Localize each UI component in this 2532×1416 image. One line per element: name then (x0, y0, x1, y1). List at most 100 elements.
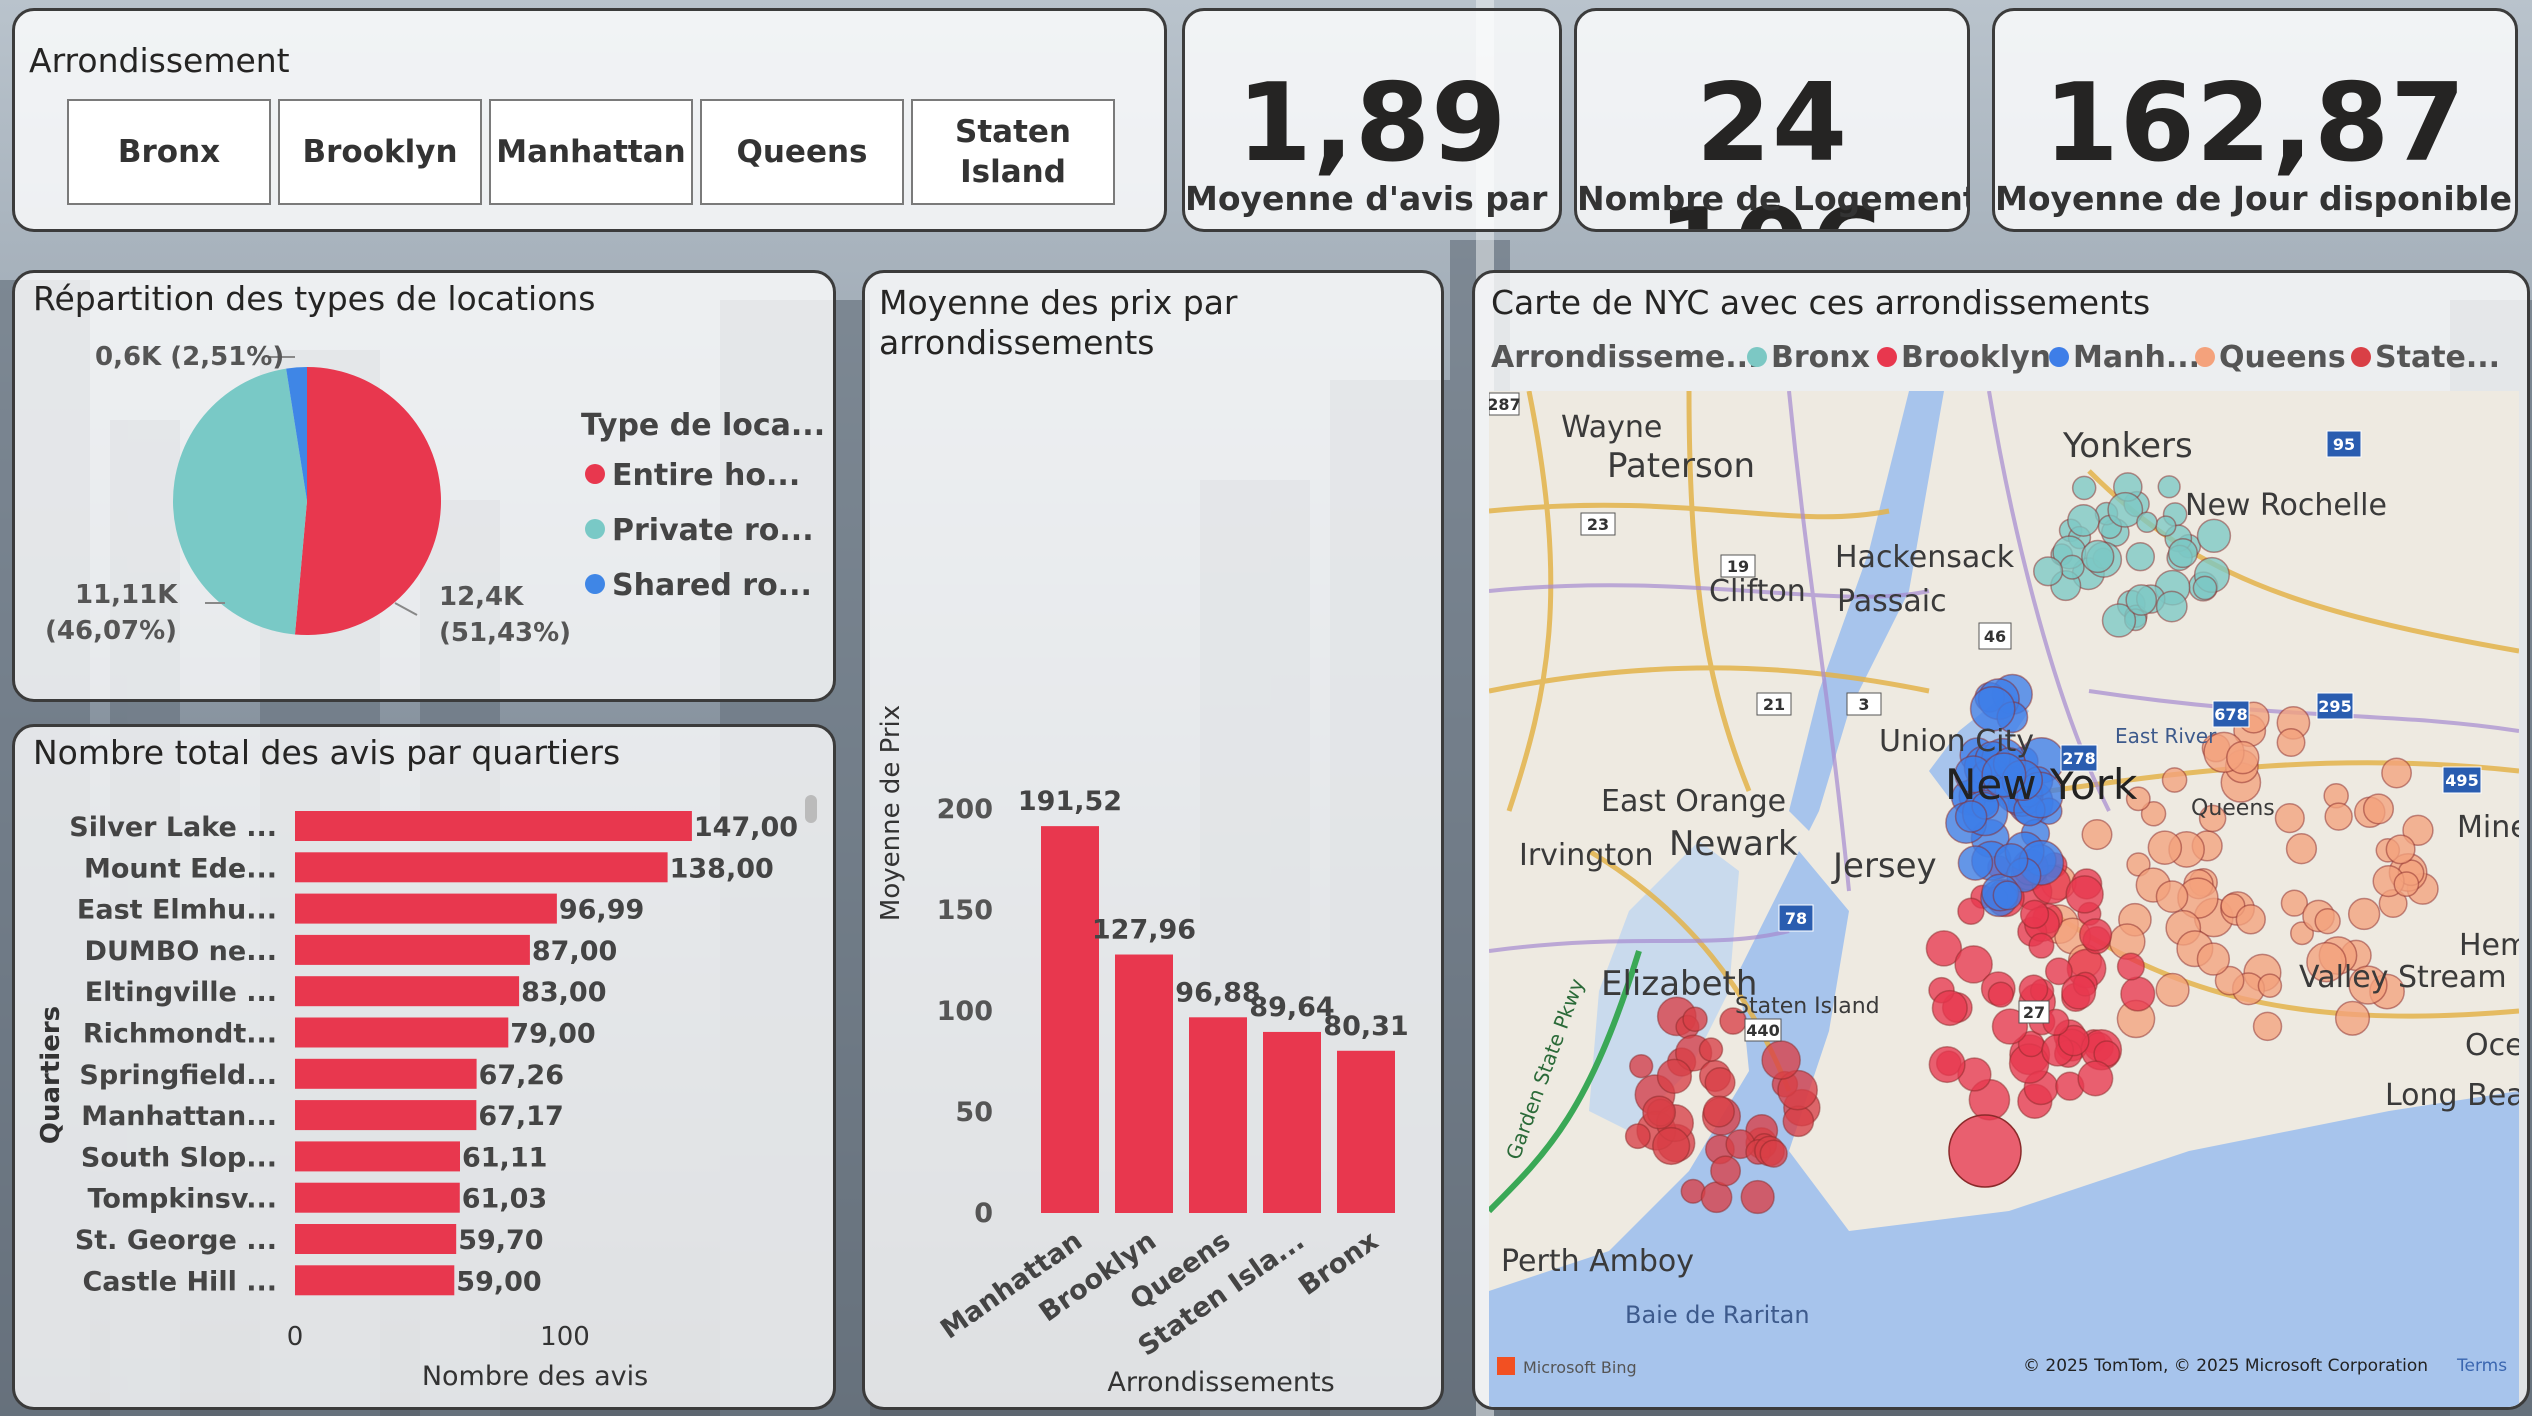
vbar-bar[interactable] (1115, 954, 1173, 1213)
map-point-queens[interactable] (2306, 941, 2347, 983)
map-point-manhattan[interactable] (1992, 880, 2023, 911)
map-point-bronx[interactable] (2136, 511, 2158, 534)
map-point-queens[interactable] (2385, 834, 2416, 865)
nyc-map[interactable]: Wayne Paterson Yonkers New Rochelle Hack… (1489, 391, 2519, 1407)
map-point-staten[interactable] (1759, 1139, 1788, 1168)
slicer-button-staten-island[interactable]: Staten Island (911, 99, 1115, 205)
map-point-brooklyn[interactable] (1954, 945, 1993, 984)
map-point-staten[interactable] (1624, 1123, 1651, 1150)
pie-legend-shared[interactable]: Shared ro... (612, 568, 812, 603)
map-point-staten[interactable] (1782, 1105, 1815, 1138)
vbar-bar[interactable] (1337, 1050, 1395, 1213)
map-point-queens[interactable] (2324, 802, 2353, 831)
map-legend-queens[interactable]: Queens (2219, 340, 2346, 375)
hbar-bar[interactable] (295, 893, 557, 924)
map-point-queens[interactable] (2125, 786, 2151, 812)
map-point-queens[interactable] (2274, 803, 2305, 834)
map-point-bronx[interactable] (2033, 556, 2064, 587)
slicer-button-queens[interactable]: Queens (700, 99, 904, 205)
map-point-bronx[interactable] (2155, 515, 2177, 537)
map-legend-manhattan[interactable]: Manh... (2073, 340, 2200, 375)
map-legend-bronx[interactable]: Bronx (1771, 340, 1870, 375)
map-point-manhattan[interactable] (1969, 685, 2016, 732)
hbar-bar[interactable] (295, 811, 692, 841)
hbar-bar[interactable] (295, 976, 520, 1007)
map-point-queens[interactable] (2198, 804, 2227, 833)
vbar-bar[interactable] (1263, 1031, 1321, 1213)
map-point-bronx[interactable] (2157, 475, 2181, 499)
hbar-bar[interactable] (295, 1100, 477, 1131)
pie-slice-entire[interactable] (294, 367, 441, 635)
map-point-bronx[interactable] (2081, 539, 2115, 574)
map-point-queens[interactable] (2334, 1000, 2371, 1036)
map-point-brooklyn[interactable] (1925, 930, 1963, 967)
hbar-scrollbar[interactable] (805, 795, 817, 823)
vbar-bar[interactable] (1189, 1017, 1247, 1213)
hbar-bar[interactable] (295, 852, 668, 883)
map-point-brooklyn[interactable] (2061, 974, 2097, 1010)
map-point-staten[interactable] (1702, 1095, 1735, 1128)
map-point-brooklyn[interactable] (2057, 1024, 2090, 1057)
map-point-queens[interactable] (2196, 942, 2231, 976)
map-point-queens[interactable] (2285, 833, 2318, 865)
map-point-queens[interactable] (2252, 1011, 2283, 1042)
map-point-brooklyn[interactable] (2028, 932, 2055, 959)
map-point-bronx[interactable] (2192, 575, 2218, 601)
map-legend-brooklyn[interactable]: Brooklyn (1901, 340, 2051, 375)
map-point-bronx[interactable] (2125, 584, 2158, 616)
map-point-bronx[interactable] (2196, 518, 2232, 554)
map-point-manhattan[interactable] (1957, 845, 1994, 881)
map-point-manhattan[interactable] (1954, 800, 1988, 833)
map-point-staten[interactable] (1710, 1155, 1742, 1187)
map-point-brooklyn[interactable] (1987, 981, 2014, 1008)
map-point-queens[interactable] (2347, 897, 2381, 931)
map-point-brooklyn[interactable] (2078, 918, 2113, 952)
map-point-queens[interactable] (2402, 814, 2434, 847)
hbar-bar[interactable] (295, 1017, 509, 1048)
map-point-queens[interactable] (2257, 973, 2283, 998)
map-point-staten[interactable] (1704, 1067, 1736, 1099)
map-terms-link[interactable]: Terms (2456, 1356, 2507, 1376)
map-point-queens[interactable] (2226, 740, 2260, 775)
map-point-staten[interactable] (1682, 1006, 1708, 1033)
map-point-bronx[interactable] (2101, 603, 2137, 638)
map-point-manhattan[interactable] (1993, 842, 2029, 878)
map-point-queens[interactable] (2081, 819, 2113, 851)
map-point-staten[interactable] (1761, 1040, 1801, 1080)
vbar-bar[interactable] (1041, 826, 1099, 1213)
map-point-brooklyn[interactable] (2116, 952, 2145, 981)
map-legend-staten[interactable]: State... (2375, 340, 2500, 375)
hbar-bar[interactable] (295, 1224, 457, 1254)
map-point-brooklyn[interactable] (1948, 1114, 2022, 1188)
map-point-bronx[interactable] (2071, 475, 2097, 501)
map-point-queens[interactable] (2362, 793, 2395, 825)
map-point-brooklyn[interactable] (2044, 957, 2073, 986)
hbar-bar[interactable] (295, 934, 530, 965)
map-point-brooklyn[interactable] (2120, 976, 2156, 1012)
map-point-staten[interactable] (1642, 1095, 1677, 1130)
map-point-queens[interactable] (2280, 889, 2309, 917)
pie-legend-private[interactable]: Private ro... (612, 513, 814, 548)
map-point-brooklyn[interactable] (2019, 899, 2050, 929)
map-point-staten[interactable] (1629, 1053, 1654, 1079)
map-point-bronx[interactable] (2125, 542, 2156, 572)
hbar-bar[interactable] (295, 1058, 477, 1089)
map-point-queens[interactable] (2348, 965, 2388, 1005)
map-point-brooklyn[interactable] (1928, 1046, 1966, 1084)
map-point-queens[interactable] (2161, 767, 2188, 793)
map-point-staten[interactable] (1656, 1058, 1693, 1094)
map-point-queens[interactable] (2314, 907, 2341, 935)
map-point-queens[interactable] (2214, 965, 2245, 996)
map-point-bronx[interactable] (2155, 590, 2188, 623)
map-point-bronx[interactable] (2059, 554, 2085, 580)
map-point-queens[interactable] (2140, 800, 2167, 827)
map-point-queens[interactable] (2276, 728, 2306, 758)
map-point-queens[interactable] (2235, 904, 2266, 935)
map-point-staten[interactable] (1652, 1126, 1691, 1166)
pie-slice-shared[interactable] (286, 367, 307, 501)
slicer-button-brooklyn[interactable]: Brooklyn (278, 99, 482, 205)
map-point-queens[interactable] (2381, 757, 2413, 789)
map-point-queens[interactable] (2155, 972, 2190, 1008)
map-point-brooklyn[interactable] (2077, 1060, 2114, 1097)
map-point-queens[interactable] (2393, 871, 2420, 898)
